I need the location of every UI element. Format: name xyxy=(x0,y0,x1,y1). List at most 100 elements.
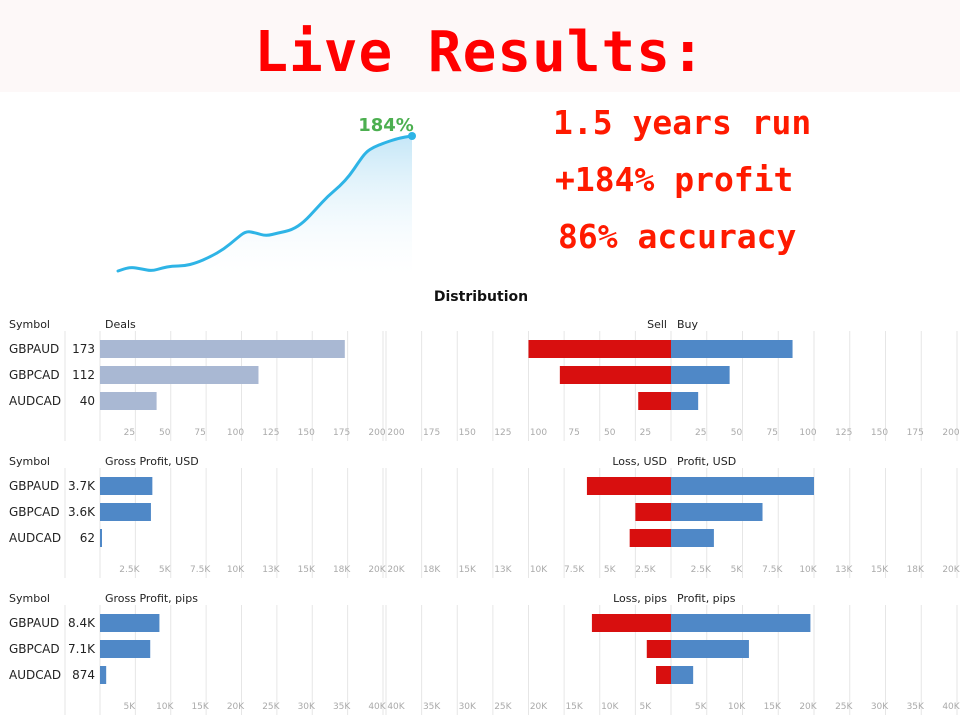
tick-label: 25 xyxy=(695,428,706,438)
tick-label: 150 xyxy=(871,428,888,438)
row-symbol: GBPAUD xyxy=(9,616,59,630)
header-metric: Deals xyxy=(105,318,136,331)
tick-label: 25K xyxy=(835,702,853,712)
tick-label: 40K xyxy=(942,702,960,712)
claim-duration: 1.5 years run xyxy=(553,103,812,142)
distribution-chart: Distribution Symbol Deals Sell Buy 25 25 200 50 5… xyxy=(9,289,960,715)
header-symbol: Symbol xyxy=(9,318,50,331)
header-negative: Sell xyxy=(647,318,667,331)
header-negative: Loss, USD xyxy=(612,455,667,468)
negative-bar xyxy=(646,640,671,658)
negative-bar xyxy=(638,392,671,410)
positive-bar xyxy=(671,392,699,410)
tick-label: 40K xyxy=(368,702,386,712)
tick-label: 75 xyxy=(767,428,778,438)
tick-label: 18K xyxy=(907,565,925,575)
tick-label: 20K xyxy=(799,702,817,712)
row-value-label: 173 xyxy=(72,342,95,356)
tick-label: 15K xyxy=(565,702,583,712)
row-value-label: 3.6K xyxy=(68,505,96,519)
left-bar xyxy=(100,340,345,358)
tick-label: 2.5K xyxy=(635,565,656,575)
tick-label: 175 xyxy=(907,428,924,438)
row-symbol: GBPAUD xyxy=(9,479,59,493)
tick-label: 10K xyxy=(799,565,817,575)
positive-bar xyxy=(671,477,814,495)
negative-bar xyxy=(656,666,671,684)
tick-label: 100 xyxy=(227,428,244,438)
tick-label: 10K xyxy=(728,702,746,712)
tick-label: 100 xyxy=(799,428,816,438)
tick-label: 5K xyxy=(159,565,172,575)
row-value-label: 62 xyxy=(80,531,95,545)
growth-end-point xyxy=(408,132,416,140)
left-bar xyxy=(100,477,153,495)
header-positive: Buy xyxy=(677,318,699,331)
growth-peak-label: 184% xyxy=(358,115,414,136)
left-bar xyxy=(100,529,102,547)
claim-profit: +184% profit xyxy=(555,160,794,199)
tick-label: 25 xyxy=(124,428,135,438)
headline-band xyxy=(0,0,960,92)
left-bar xyxy=(100,640,151,658)
left-bar xyxy=(100,666,107,684)
tick-label: 15K xyxy=(191,702,209,712)
tick-label: 13K xyxy=(494,565,512,575)
positive-bar xyxy=(671,366,730,384)
tick-label: 175 xyxy=(333,428,350,438)
negative-bar xyxy=(635,503,671,521)
tick-label: 40K xyxy=(387,702,405,712)
tick-label: 15K xyxy=(298,565,316,575)
tick-label: 75 xyxy=(568,428,579,438)
tick-label: 15K xyxy=(871,565,889,575)
tick-label: 35K xyxy=(907,702,925,712)
row-symbol: AUDCAD xyxy=(9,668,61,682)
positive-bar xyxy=(671,640,749,658)
left-bar xyxy=(100,366,259,384)
tick-label: 25K xyxy=(494,702,512,712)
tick-label: 200 xyxy=(387,428,404,438)
positive-bar xyxy=(671,503,763,521)
tick-label: 35K xyxy=(333,702,351,712)
negative-bar xyxy=(586,477,671,495)
positive-bar xyxy=(671,340,793,358)
tick-label: 10K xyxy=(601,702,619,712)
tick-label: 50 xyxy=(731,428,743,438)
row-symbol: GBPCAD xyxy=(9,505,60,519)
tick-label: 5K xyxy=(695,702,708,712)
tick-label: 125 xyxy=(835,428,852,438)
growth-chart: 184% xyxy=(116,115,416,275)
tick-label: 18K xyxy=(423,565,441,575)
tick-label: 50 xyxy=(604,428,616,438)
header-negative: Loss, pips xyxy=(613,592,667,605)
tick-label: 200 xyxy=(942,428,959,438)
row-symbol: GBPCAD xyxy=(9,642,60,656)
header-positive: Profit, pips xyxy=(677,592,736,605)
tick-label: 125 xyxy=(262,428,279,438)
positive-bar xyxy=(671,666,694,684)
tick-label: 25 xyxy=(640,428,651,438)
tick-label: 13K xyxy=(835,565,853,575)
tick-label: 7.5K xyxy=(190,565,211,575)
row-value-label: 3.7K xyxy=(68,479,96,493)
header-symbol: Symbol xyxy=(9,592,50,605)
positive-bar xyxy=(671,529,714,547)
tick-label: 175 xyxy=(423,428,440,438)
positive-bar xyxy=(671,614,811,632)
header-positive: Profit, USD xyxy=(677,455,736,468)
tick-label: 2.5K xyxy=(691,565,712,575)
tick-label: 7.5K xyxy=(564,565,585,575)
tick-label: 30K xyxy=(459,702,477,712)
row-symbol: AUDCAD xyxy=(9,394,61,408)
row-symbol: GBPAUD xyxy=(9,342,59,356)
tick-label: 7.5K xyxy=(762,565,783,575)
negative-bar xyxy=(591,614,671,632)
tick-label: 10K xyxy=(530,565,548,575)
row-value-label: 112 xyxy=(72,368,95,382)
row-value-label: 874 xyxy=(72,668,95,682)
row-value-label: 40 xyxy=(80,394,95,408)
tick-label: 30K xyxy=(871,702,889,712)
tick-label: 20K xyxy=(227,702,245,712)
tick-label: 15K xyxy=(764,702,782,712)
tick-label: 25K xyxy=(262,702,280,712)
